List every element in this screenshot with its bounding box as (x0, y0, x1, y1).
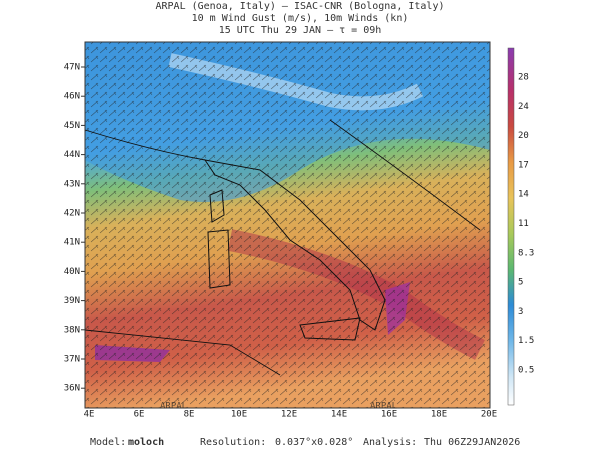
footer-value: moloch (128, 437, 164, 448)
wind-barbs (85, 42, 490, 408)
lat-label: 46N (64, 92, 80, 102)
header-line: 15 UTC Thu 29 JAN — τ = 09h (219, 25, 382, 36)
lon-label: 10E (231, 410, 247, 420)
footer-label: Resolution: (200, 437, 266, 448)
lat-label: 47N (64, 63, 80, 73)
lat-label: 37N (64, 355, 80, 365)
colorbar (507, 47, 515, 406)
watermark: ARPAL (160, 402, 187, 412)
colorbar-label: 17 (518, 160, 529, 170)
lon-label: 20E (481, 410, 497, 420)
lat-label: 42N (64, 209, 80, 219)
footer-label: Model: (90, 437, 126, 448)
lon-labels: 4E 6E 8E 10E 12E 14E 16E 18E 20E (84, 410, 498, 420)
colorbar-label: 20 (518, 131, 529, 141)
lat-label: 45N (64, 121, 80, 131)
lon-label: 16E (381, 410, 397, 420)
colorbar-label: 0.5 (518, 366, 534, 376)
lon-label: 6E (134, 410, 145, 420)
coastline (84, 119, 481, 376)
lat-label: 39N (64, 296, 80, 306)
coastline (207, 189, 361, 341)
lon-label: 12E (281, 410, 297, 420)
footer-label: Analysis: (363, 437, 417, 448)
lon-label: 8E (184, 410, 195, 420)
colorbar-labels: 28 24 20 17 14 11 8.3 5 3 1.5 0.5 (518, 73, 534, 376)
map: ARPAL ARPAL (84, 41, 491, 412)
lat-label: 41N (64, 238, 80, 248)
header-line: ARPAL (Genoa, Italy) — ISAC-CNR (Bologna… (156, 1, 445, 12)
colorbar-label: 24 (518, 102, 529, 112)
lat-labels: 47N 46N 45N 44N 43N 42N 41N 40N 39N 38N 37N 36N (64, 63, 85, 394)
colorbar-label: 8.3 (518, 248, 534, 258)
colorbar-label: 5 (518, 278, 523, 288)
colorbar-label: 14 (518, 190, 529, 200)
colorbar-label: 28 (518, 73, 529, 83)
lat-label: 38N (64, 325, 80, 335)
watermark: ARPAL (370, 402, 397, 412)
lon-label: 14E (331, 410, 347, 420)
lat-label: 36N (64, 384, 80, 394)
colorbar-label: 11 (518, 219, 529, 229)
lat-label: 40N (64, 267, 80, 277)
footer-value: Thu 06Z29JAN2026 (424, 437, 520, 448)
colorbar-label: 3 (518, 307, 523, 317)
lon-label: 18E (431, 410, 447, 420)
lat-label: 44N (64, 150, 80, 160)
footer-value: 0.037°x0.028° (275, 437, 353, 448)
lon-label: 4E (84, 410, 95, 420)
map-frame (84, 41, 491, 409)
lat-label: 43N (64, 179, 80, 189)
colorbar-label: 1.5 (518, 336, 534, 346)
header-line: 10 m Wind Gust (m/s), 10m Winds (kn) (192, 13, 409, 24)
